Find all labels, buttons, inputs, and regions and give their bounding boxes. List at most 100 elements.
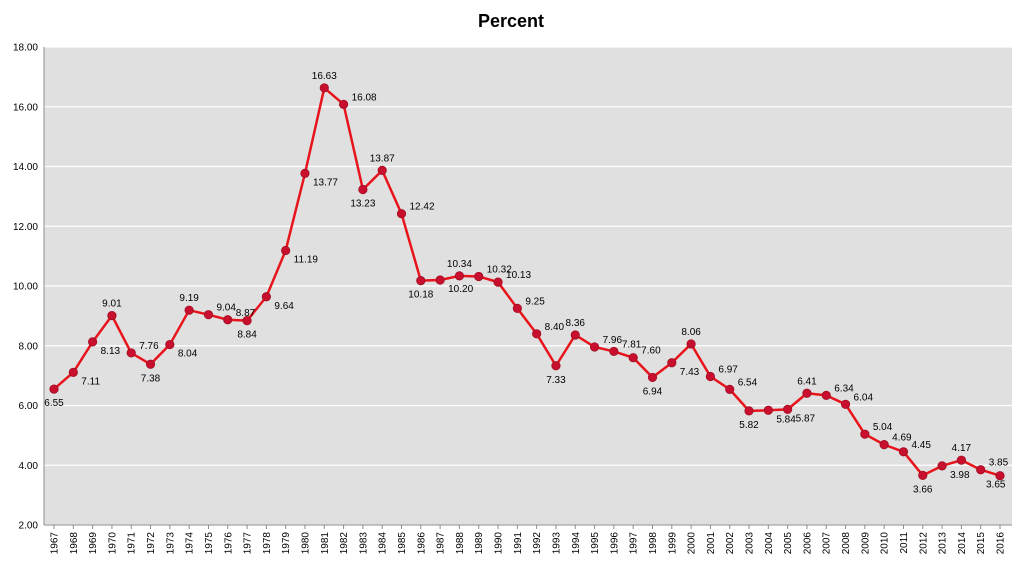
data-markers	[49, 83, 1005, 481]
y-tick-label: 14.00	[13, 162, 38, 173]
data-point	[512, 303, 522, 314]
x-tick-label: 2003	[745, 532, 756, 555]
x-tick-label: 2014	[957, 532, 968, 555]
x-tick-label: 1981	[320, 532, 331, 555]
data-point	[338, 99, 349, 109]
data-label: 7.11	[81, 376, 100, 387]
data-point	[589, 342, 600, 352]
x-tick-label: 1968	[69, 532, 80, 555]
data-label: 8.36	[566, 318, 586, 329]
x-tick-label: 2011	[899, 532, 910, 554]
x-tick-label: 2009	[860, 532, 871, 555]
x-tick-label: 1988	[455, 532, 466, 555]
gridlines	[43, 46, 1012, 526]
y-tick-label: 4.00	[19, 461, 39, 472]
x-tick-label: 2012	[918, 532, 929, 555]
data-label: 5.84	[776, 414, 796, 425]
x-tick-label: 1993	[551, 532, 562, 555]
x-tick-label: 1982	[339, 532, 350, 555]
data-label: 7.76	[139, 341, 159, 352]
data-point	[88, 337, 98, 347]
data-point	[49, 384, 59, 394]
data-label: 3.98	[950, 470, 970, 481]
data-point	[435, 275, 445, 285]
data-point	[783, 404, 793, 414]
data-label: 4.45	[911, 440, 931, 451]
data-point	[628, 353, 638, 363]
x-tick-label: 1971	[127, 532, 138, 555]
data-point	[242, 316, 252, 326]
data-point	[493, 277, 503, 287]
data-label: 6.41	[797, 376, 817, 387]
data-label: 8.06	[681, 327, 701, 338]
data-point	[570, 330, 580, 340]
data-label: 9.64	[274, 301, 294, 312]
data-point	[474, 271, 484, 282]
x-tick-label: 1977	[243, 532, 254, 555]
data-label: 3.85	[989, 458, 1009, 469]
data-label: 10.20	[448, 284, 473, 295]
x-tick-label: 1973	[165, 532, 176, 555]
x-tick-label: 1994	[571, 532, 582, 555]
data-point	[667, 358, 677, 368]
x-tick-label: 1987	[436, 532, 447, 555]
data-point	[763, 405, 773, 415]
data-label: 13.23	[350, 199, 375, 210]
data-label: 5.82	[739, 420, 759, 431]
x-tick-label: 2006	[802, 532, 813, 555]
x-tick-label: 1998	[648, 532, 659, 555]
data-point	[145, 359, 156, 369]
data-point	[358, 184, 368, 195]
data-point	[686, 339, 696, 349]
data-point	[319, 83, 329, 93]
y-axis-ticks: 2.00 4.00 6.00 8.00 10.00 12.00 14.00 16.00 18.0…	[13, 43, 38, 532]
x-tick-label: 1986	[416, 532, 427, 555]
x-tick-label: 1967	[50, 532, 61, 555]
data-label: 10.34	[447, 259, 472, 270]
data-label: 9.04	[216, 303, 236, 314]
data-label: 5.87	[796, 413, 816, 424]
data-point	[956, 455, 966, 465]
data-point	[744, 406, 754, 416]
data-point	[840, 399, 851, 409]
data-point	[223, 315, 233, 325]
data-point	[126, 348, 136, 358]
data-label: 3.66	[913, 484, 933, 495]
data-point	[454, 271, 465, 281]
x-tick-label: 1999	[667, 532, 678, 555]
data-label: 11.19	[294, 254, 319, 265]
data-point	[647, 372, 658, 383]
data-label: 9.25	[525, 296, 545, 307]
x-tick-label: 1979	[281, 532, 292, 555]
data-label: 8.87	[236, 308, 256, 319]
x-tick-label: 2005	[783, 532, 794, 555]
x-tick-label: 2007	[822, 532, 833, 555]
data-point	[705, 371, 716, 382]
y-tick-label: 8.00	[19, 341, 39, 352]
data-label: 12.42	[410, 202, 435, 213]
data-point	[300, 168, 310, 178]
data-point	[377, 165, 387, 175]
x-tick-label: 1972	[146, 532, 157, 555]
y-tick-label: 18.00	[13, 43, 38, 54]
data-label: 5.04	[873, 422, 893, 433]
data-point	[898, 447, 909, 457]
data-label: 8.84	[237, 330, 257, 341]
data-point	[995, 471, 1005, 481]
x-tick-label: 1984	[378, 532, 389, 555]
data-label: 13.77	[313, 177, 338, 188]
x-tick-label: 1990	[494, 532, 505, 555]
data-point	[165, 339, 175, 350]
data-label: 3.65	[986, 480, 1006, 491]
x-tick-label: 1991	[513, 532, 524, 555]
x-tick-label: 2002	[725, 532, 736, 555]
y-tick-label: 6.00	[19, 401, 39, 412]
y-tick-label: 16.00	[13, 102, 38, 113]
x-tick-label: 1989	[474, 532, 485, 555]
data-point	[396, 209, 407, 219]
data-point	[821, 390, 831, 400]
data-point	[879, 440, 889, 450]
x-tick-label: 1969	[88, 532, 99, 555]
y-tick-label: 2.00	[19, 521, 39, 532]
